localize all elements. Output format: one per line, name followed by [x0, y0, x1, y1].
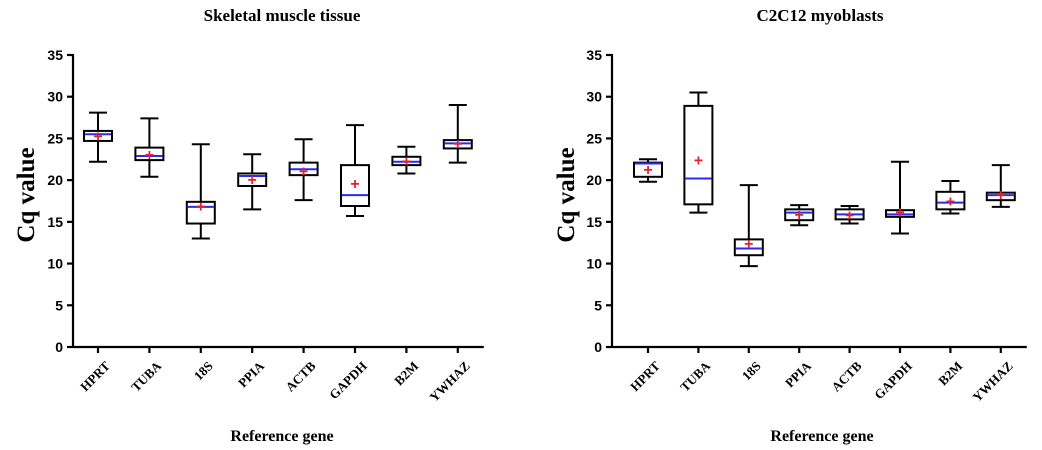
- iqr-box: [834, 208, 865, 221]
- x-tick-label: GAPDH: [871, 358, 915, 402]
- mean-marker: +: [795, 207, 804, 224]
- box-b2m: +: [391, 145, 422, 175]
- box-actb: +: [288, 138, 319, 202]
- iqr-box: [442, 139, 473, 150]
- y-tick-label: 0: [55, 339, 63, 355]
- box-hprt: +: [83, 111, 113, 163]
- x-tick-label: B2M: [391, 358, 421, 388]
- box-ppia: +: [784, 204, 815, 227]
- box-actb: +: [834, 205, 865, 225]
- y-axis-label: Cq value: [553, 147, 580, 242]
- x-tick-label: ACTB: [282, 358, 318, 394]
- x-axis-label: Reference gene: [230, 428, 333, 445]
- x-tick-label: HPRT: [77, 358, 113, 394]
- y-tick-label: 35: [586, 47, 602, 63]
- mean-marker: +: [845, 208, 854, 225]
- y-tick-label: 20: [586, 172, 602, 188]
- mean-marker: +: [93, 128, 102, 145]
- mean-marker: +: [248, 172, 257, 189]
- iqr-box: [733, 238, 764, 257]
- box-b2m: +: [935, 179, 966, 215]
- iqr-box: [134, 146, 165, 162]
- x-tick-label: B2M: [935, 358, 965, 388]
- iqr-box: [985, 191, 1016, 202]
- y-tick-label: 30: [586, 89, 602, 105]
- y-tick-label: 30: [47, 89, 63, 105]
- x-tick-label: PPIA: [782, 358, 814, 390]
- box-tuba: +: [134, 117, 165, 178]
- iqr-box: [237, 172, 268, 187]
- y-tick-label: 5: [55, 297, 63, 313]
- x-tick-label: TUBA: [677, 358, 714, 395]
- iqr-box: [83, 129, 113, 142]
- iqr-box: [885, 209, 915, 218]
- x-tick-label: GAPDH: [326, 358, 370, 402]
- x-axis-label: Reference gene: [770, 428, 873, 445]
- box-18s: +: [185, 143, 216, 240]
- plot-area: 0 5 10 15 20 25 30 35 + HPRT + TUBA +18S + PPIA + ACTB + G…: [586, 47, 1027, 405]
- chart-title: Skeletal muscle tissue: [204, 6, 361, 25]
- box-ppia: +: [237, 153, 268, 211]
- y-tick-label: 25: [47, 130, 63, 146]
- mean-marker: +: [895, 204, 904, 221]
- y-tick-label: 20: [47, 172, 63, 188]
- mean-marker: +: [946, 194, 955, 211]
- y-axis-label: Cq value: [13, 147, 40, 242]
- x-tick-label: 18S: [191, 358, 216, 383]
- x-tick-label: ACTB: [828, 358, 864, 394]
- iqr-box: [391, 155, 422, 167]
- mean-marker: +: [145, 147, 154, 164]
- iqr-box: [683, 104, 714, 206]
- mean-marker: +: [299, 163, 308, 180]
- box-gapdh: +: [340, 124, 370, 218]
- mean-marker: +: [196, 199, 205, 216]
- box-18s: +: [733, 184, 764, 268]
- y-tick-label: 0: [594, 339, 602, 355]
- y-tick-label: 10: [586, 256, 602, 272]
- y-tick-label: 15: [47, 214, 63, 230]
- iqr-box: [935, 190, 966, 211]
- x-tick-label: PPIA: [235, 358, 267, 390]
- y-tick-label: 35: [47, 47, 63, 63]
- y-tick-label: 25: [586, 130, 602, 146]
- iqr-box: [340, 164, 370, 208]
- x-tick-label: YWHAZ: [426, 358, 473, 405]
- iqr-box: [185, 200, 216, 225]
- mean-marker: +: [402, 153, 411, 170]
- box-gapdh: +: [885, 160, 915, 235]
- chart-skeletal-muscle: Skeletal muscle tissue Cq value Referenc…: [13, 6, 484, 445]
- mean-marker: +: [996, 187, 1005, 204]
- mean-marker: +: [350, 176, 359, 193]
- chart-title: C2C12 myoblasts: [756, 6, 883, 25]
- plot-area: 0 5 10 15 20 25 30 35 + HPRT + TUBA +18S + PPIA + ACTB + G…: [47, 47, 484, 405]
- box-hprt: +: [633, 158, 663, 183]
- mean-marker: +: [453, 136, 462, 153]
- iqr-box: [288, 161, 319, 177]
- mean-marker: +: [643, 162, 652, 179]
- y-tick-label: 15: [586, 214, 602, 230]
- box-tuba: +: [683, 91, 714, 214]
- y-tick-label: 10: [47, 256, 63, 272]
- mean-marker: +: [694, 153, 703, 170]
- x-tick-label: 18S: [739, 358, 764, 383]
- box-ywhaz: +: [442, 104, 473, 164]
- x-tick-label: HPRT: [627, 358, 663, 394]
- x-tick-label: YWHAZ: [969, 358, 1016, 405]
- y-tick-label: 5: [594, 297, 602, 313]
- mean-marker: +: [744, 236, 753, 253]
- box-ywhaz: +: [985, 164, 1016, 208]
- chart-c2c12-myoblasts: C2C12 myoblasts Cq value Reference gene …: [553, 6, 1027, 445]
- iqr-box: [784, 208, 815, 222]
- x-tick-label: TUBA: [128, 358, 165, 395]
